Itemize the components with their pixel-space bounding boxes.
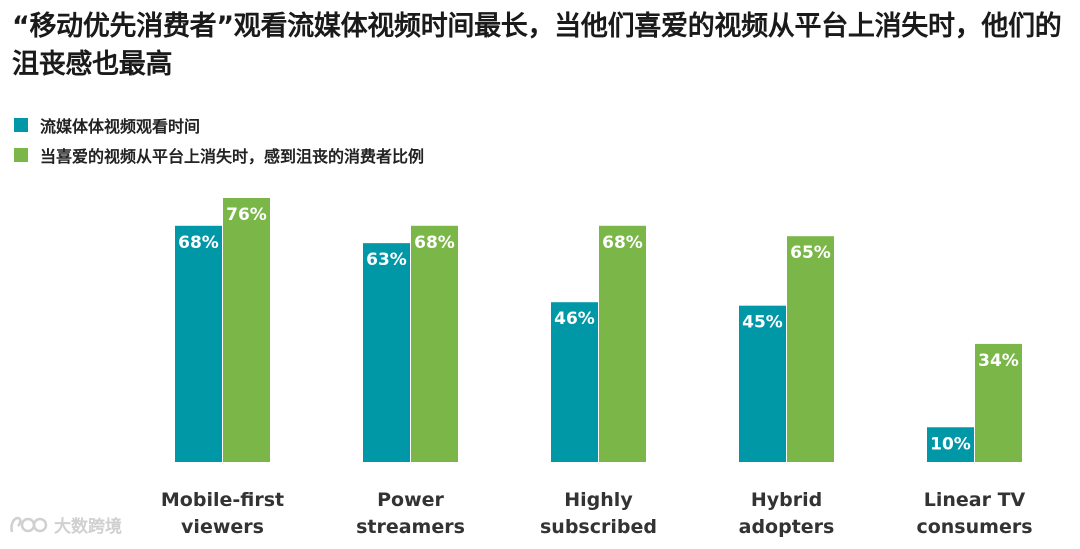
- data-label-watch-time-0: 68%: [178, 233, 219, 253]
- bar-frustration-1: [411, 225, 458, 462]
- bar-watch-time-4: [927, 427, 974, 462]
- data-label-frustration-1: 68%: [414, 233, 455, 253]
- legend-label-frustration: 当喜爱的视频从平台上消失时，感到沮丧的消费者比例: [40, 147, 425, 166]
- category-label-2-line-1: subscribed: [540, 516, 657, 538]
- watermark-logo-icon: [10, 516, 48, 532]
- category-label-0-line-0: Mobile-first: [161, 489, 284, 511]
- legend-item-frustration: 当喜爱的视频从平台上消失时，感到沮丧的消费者比例: [14, 140, 424, 170]
- data-label-watch-time-4: 10%: [930, 434, 971, 454]
- category-label-2-line-0: Highly: [564, 489, 633, 511]
- bar-watch-time-1: [363, 243, 410, 462]
- legend: 流媒体体视频观看时间 当喜爱的视频从平台上消失时，感到沮丧的消费者比例: [14, 110, 424, 170]
- bar-frustration-3: [787, 236, 834, 462]
- data-label-watch-time-2: 46%: [554, 309, 595, 329]
- watermark-text: 大数跨境: [54, 517, 122, 537]
- data-label-watch-time-3: 45%: [742, 313, 783, 333]
- category-label-1-line-1: streamers: [356, 516, 465, 538]
- category-label-4-line-1: consumers: [916, 516, 1032, 538]
- category-label-4-line-0: Linear TV: [924, 489, 1026, 511]
- legend-swatch-green: [14, 148, 28, 162]
- bar-watch-time-3: [739, 305, 786, 462]
- legend-label-watch-time: 流媒体体视频观看时间: [40, 117, 201, 136]
- bar-frustration-2: [599, 225, 646, 462]
- data-label-frustration-3: 65%: [790, 243, 831, 263]
- category-label-1-line-0: Power: [377, 489, 444, 511]
- bar-watch-time-2: [551, 302, 598, 462]
- legend-swatch-teal: [14, 118, 28, 132]
- category-label-0-line-1: viewers: [181, 516, 264, 538]
- bar-frustration-4: [975, 343, 1022, 462]
- bar-watch-time-0: [175, 225, 222, 462]
- chart-title: “移动优先消费者”观看流媒体视频时间最长，当他们喜爱的视频从平台上消失时，他们的…: [12, 11, 1062, 80]
- watermark: 大数跨境: [8, 512, 122, 537]
- data-label-frustration-4: 34%: [978, 351, 1019, 371]
- category-label-3-line-0: Hybrid: [751, 489, 822, 511]
- bar-frustration-0: [223, 198, 270, 462]
- legend-item-watch-time: 流媒体体视频观看时间: [14, 110, 424, 140]
- data-label-frustration-0: 76%: [226, 205, 267, 225]
- data-label-frustration-2: 68%: [602, 233, 643, 253]
- category-label-3-line-1: adopters: [739, 516, 835, 538]
- data-label-watch-time-1: 63%: [366, 250, 407, 270]
